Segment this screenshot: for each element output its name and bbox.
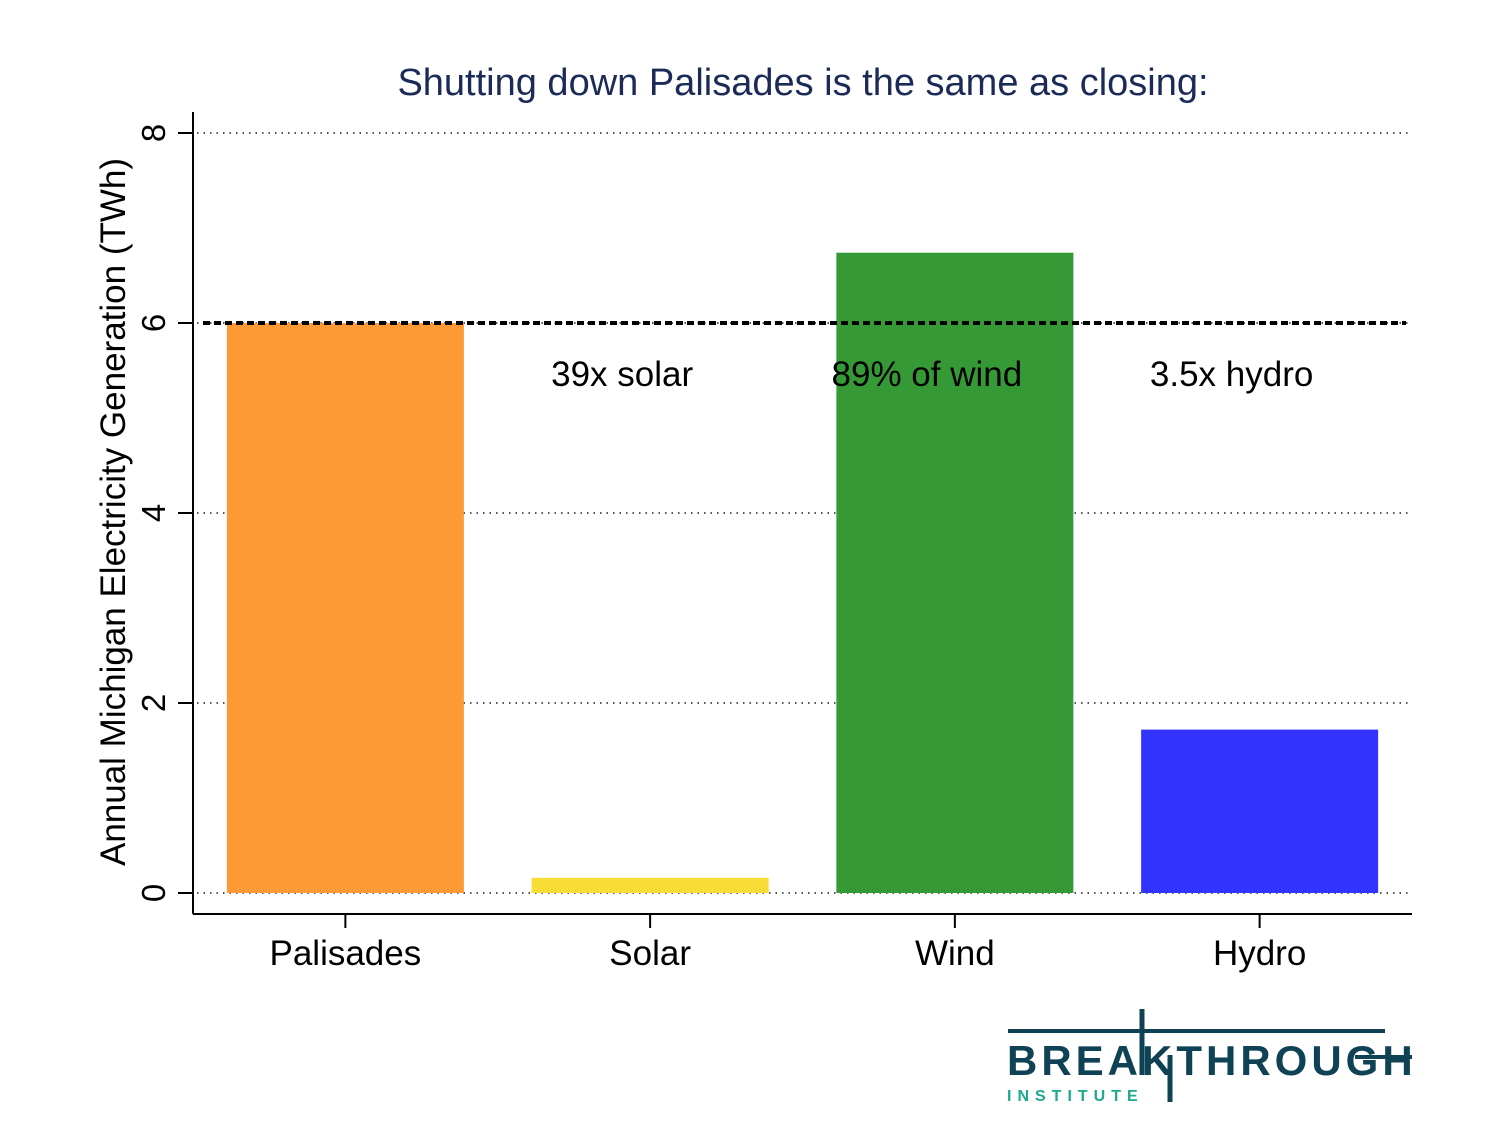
bar-wind xyxy=(836,252,1074,893)
annotation: 39x solar xyxy=(551,355,693,394)
chart-title: Shutting down Palisades is the same as c… xyxy=(397,62,1208,104)
x-tick-label: Hydro xyxy=(1213,934,1306,973)
y-tick-label: 8 xyxy=(135,124,172,142)
annotation: 89% of wind xyxy=(832,355,1023,394)
x-tick-label: Palisades xyxy=(269,934,421,973)
logo-wordmark: BREAKTHROUGH xyxy=(1007,1037,1417,1084)
y-axis-label: Annual Michigan Electricity Generation (… xyxy=(94,158,133,866)
axes: 0 2 4 6 8 Palisades Solar Wind Hydro xyxy=(135,112,1412,973)
bars xyxy=(226,252,1379,893)
y-tick-label: 0 xyxy=(135,884,172,902)
bar-hydro xyxy=(1141,729,1379,893)
breakthrough-institute-logo: BREAKTHROUGH INSTITUTE xyxy=(1007,1009,1417,1105)
x-tick-label: Wind xyxy=(915,934,995,973)
bar-palisades xyxy=(226,323,464,893)
x-tick-label: Solar xyxy=(609,934,691,973)
annotation: 3.5x hydro xyxy=(1150,355,1313,394)
bar-solar xyxy=(531,877,769,893)
y-tick-label: 6 xyxy=(135,314,172,332)
logo-subtitle: INSTITUTE xyxy=(1007,1088,1144,1105)
y-tick-label: 4 xyxy=(135,504,172,522)
annotations: 39x solar 89% of wind 3.5x hydro xyxy=(551,355,1313,394)
y-tick-label: 2 xyxy=(135,694,172,712)
